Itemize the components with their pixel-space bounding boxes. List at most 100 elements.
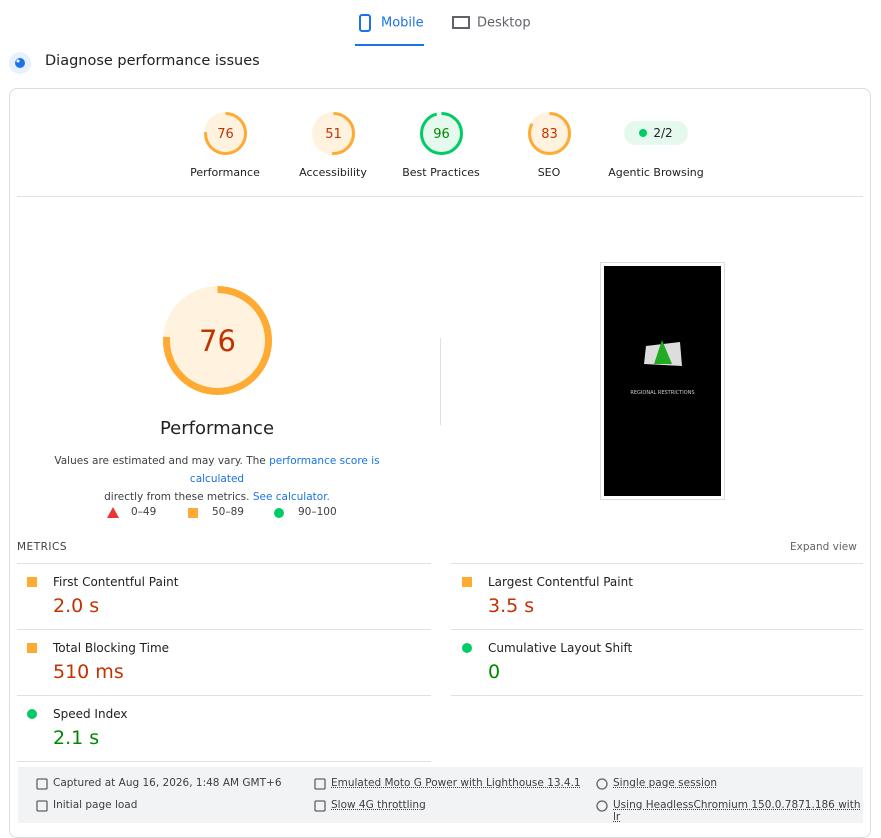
text: Values are estimated and may vary. The (54, 455, 270, 467)
average-icon (27, 643, 37, 653)
score-label: SEO (537, 166, 561, 179)
legend-label: 90–100 (298, 506, 337, 518)
gauge-value: 76 (199, 323, 236, 357)
gauge-arc (527, 111, 571, 155)
divider (440, 338, 441, 425)
page-title: Diagnose performance issues (45, 53, 260, 69)
metric-value: 2.1 s (53, 727, 100, 749)
metric-icon (462, 643, 472, 653)
divider (17, 695, 431, 696)
divider (451, 563, 863, 564)
footer-item: Single page session (613, 777, 718, 789)
metric-name: First Contentful Paint (53, 575, 179, 589)
score-label: Performance (190, 166, 260, 179)
metric-name: Speed Index (53, 707, 128, 721)
gauge-value: 83 (541, 127, 558, 142)
pass-icon (27, 709, 37, 719)
score-gauge: 76 (203, 111, 247, 155)
metric-icon (462, 577, 472, 587)
metric-value: 3.5 s (488, 595, 535, 617)
tab-label: Desktop (477, 15, 531, 31)
metric-icon (27, 577, 37, 587)
score-description: Values are estimated and may vary. The p… (27, 452, 407, 506)
footer-item: Emulated Moto G Power with Lighthouse 13… (331, 777, 581, 789)
pill-text: 2/2 (653, 126, 673, 140)
link[interactable]: See calculator. (252, 491, 330, 503)
icon-shape (36, 800, 48, 812)
score-gauge: 96 (419, 111, 463, 155)
metric-icon (27, 643, 37, 653)
gauge-arc (203, 111, 247, 155)
footer-icon (36, 778, 48, 790)
footer-icon (36, 800, 48, 812)
footer-icon (314, 778, 326, 790)
score-label: Accessibility (299, 166, 367, 179)
divider (17, 563, 431, 564)
icon-shape (36, 778, 48, 790)
divider (17, 196, 863, 197)
icon-shape (596, 778, 608, 790)
footer-icon (596, 778, 608, 790)
footer-item: Using HeadlessChromium 150.0.7871.186 wi… (613, 799, 861, 823)
score-gauge: 51 (311, 111, 355, 155)
legend-fail-icon (107, 507, 119, 518)
footer-icon (314, 800, 326, 812)
score-label: Agentic Browsing (608, 166, 704, 179)
legend-label: 0–49 (131, 506, 157, 518)
tab-icon (359, 14, 371, 32)
tab-label: Mobile (381, 15, 424, 31)
metric-icon (27, 709, 37, 719)
expand-view[interactable]: Expand view (790, 541, 857, 553)
main-score-label: Performance (159, 418, 275, 439)
divider (451, 695, 863, 696)
metric-name: Largest Contentful Paint (488, 575, 633, 589)
gauge-value: 76 (217, 127, 234, 142)
score-gauge: 76 (162, 285, 272, 395)
screenshot: REGIONAL RESTRICTIONS (604, 266, 721, 496)
average-icon (462, 577, 472, 587)
laptop-icon (452, 16, 470, 29)
phone-icon (359, 14, 371, 32)
header-icon (9, 52, 31, 74)
text: directly from these metrics. (104, 491, 253, 503)
pill-dot (639, 129, 648, 137)
footer-item: Slow 4G throttling (331, 799, 426, 811)
legend-pass-icon (274, 508, 284, 518)
score-pill: 2/2 (624, 121, 688, 145)
icon-shape (596, 800, 608, 812)
average-icon (27, 577, 37, 587)
icon-shape (314, 778, 326, 790)
tab[interactable]: Mobile (355, 14, 424, 46)
screenshot-frame: REGIONAL RESTRICTIONS (600, 262, 725, 500)
metric-value: 0 (488, 661, 501, 683)
metrics-heading: METRICS (17, 541, 67, 553)
legend-average-icon (188, 508, 198, 518)
pass-icon (462, 643, 472, 653)
gauge-value: 51 (325, 127, 342, 142)
metric-value: 510 ms (53, 661, 124, 683)
metric-value: 2.0 s (53, 595, 100, 617)
icon-shape (314, 800, 326, 812)
metric-name: Total Blocking Time (53, 641, 170, 655)
score-gauge: 83 (527, 111, 571, 155)
footer-item: Captured at Aug 16, 2026, 1:48 AM GMT+6 (53, 777, 282, 789)
metric-name: Cumulative Layout Shift (488, 641, 633, 655)
gauge-arc (311, 111, 355, 155)
footer-item: Initial page load (53, 799, 138, 811)
screenshot-image (644, 340, 682, 366)
gauge-arc (162, 285, 272, 395)
screenshot-banner: REGIONAL RESTRICTIONS (630, 390, 695, 396)
gauge-arc (419, 111, 463, 155)
tab[interactable]: Desktop (451, 14, 531, 44)
link[interactable]: performance score is calculated (189, 455, 380, 485)
gauge-value: 96 (433, 127, 450, 142)
footer: Captured at Aug 16, 2026, 1:48 AM GMT+6 E… (18, 767, 863, 823)
legend-label: 50–89 (212, 506, 244, 518)
divider (17, 761, 431, 762)
tab-icon (452, 16, 470, 29)
divider (451, 629, 863, 630)
score-label: Best Practices (402, 166, 480, 179)
divider (17, 629, 431, 630)
footer-icon (596, 800, 608, 812)
